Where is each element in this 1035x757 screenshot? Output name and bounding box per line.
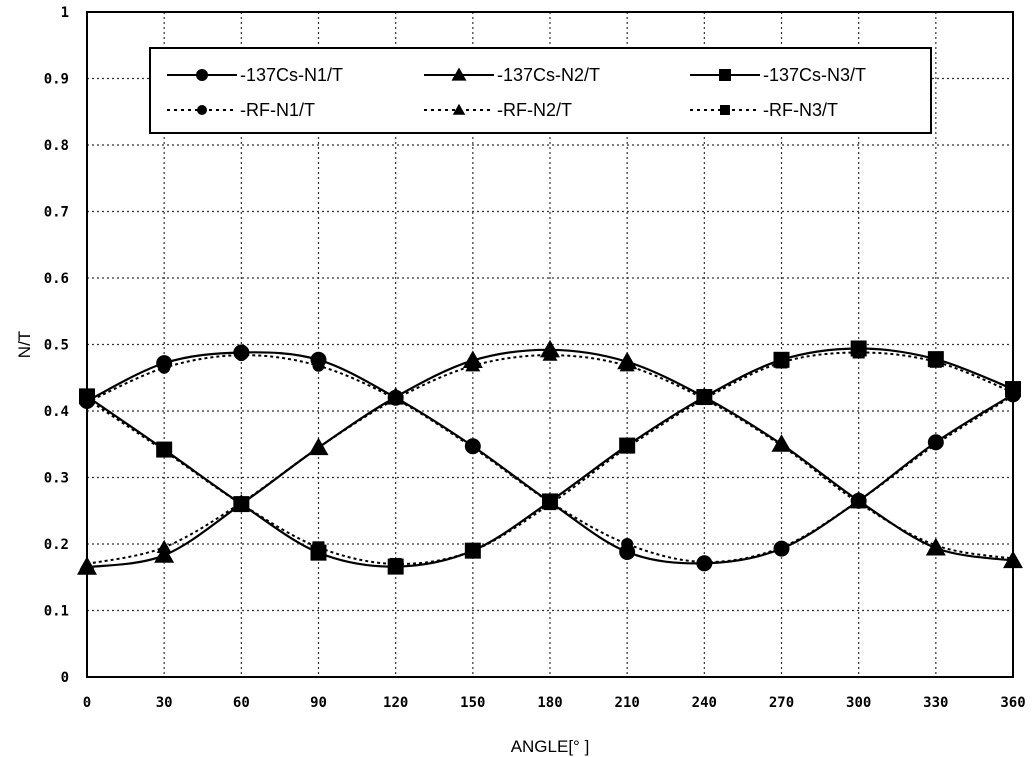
data-point xyxy=(387,558,404,575)
legend-box xyxy=(149,47,932,134)
data-point xyxy=(619,437,636,454)
data-point xyxy=(310,544,327,561)
y-tick-label: 0 xyxy=(61,670,69,686)
data-point xyxy=(771,434,792,452)
data-point xyxy=(848,490,869,509)
data-point xyxy=(850,340,867,357)
legend-marker xyxy=(197,105,207,115)
data-point xyxy=(927,351,944,368)
legend: -137Cs-N1/T -137Cs-N2/T -137Cs-N3/T -RF-N1/… xyxy=(149,47,932,134)
legend-marker xyxy=(720,105,730,115)
x-tick-label: 240 xyxy=(692,695,717,711)
legend-marker xyxy=(452,103,466,115)
x-axis-label: ANGLE[° ] xyxy=(511,737,590,756)
data-point xyxy=(1003,550,1023,569)
legend-label: -RF-N1/T xyxy=(240,100,315,120)
data-point xyxy=(619,543,636,560)
data-point xyxy=(540,339,560,358)
y-tick-label: 0.9 xyxy=(44,72,69,88)
data-point xyxy=(542,493,558,510)
data-point xyxy=(773,351,790,368)
legend-label: -RF-N2/T xyxy=(497,100,572,120)
x-tick-label: 120 xyxy=(383,695,408,711)
data-point xyxy=(233,496,250,513)
y-tick-label: 0.2 xyxy=(44,537,69,553)
data-point xyxy=(696,555,713,572)
data-point xyxy=(927,434,944,451)
data-point xyxy=(156,441,173,458)
legend-label: -137Cs-N3/T xyxy=(763,65,866,85)
legend-label: -137Cs-N2/T xyxy=(497,65,600,85)
x-tick-label: 60 xyxy=(233,695,250,711)
data-point xyxy=(925,537,946,556)
data-point xyxy=(1005,381,1021,398)
data-point xyxy=(156,355,173,372)
data-point xyxy=(773,540,790,557)
x-tick-label: 0 xyxy=(83,695,91,711)
legend-marker xyxy=(451,67,467,81)
data-point xyxy=(696,389,713,406)
y-tick-label: 1 xyxy=(61,5,69,21)
x-tick-label: 150 xyxy=(460,695,485,711)
plot-area xyxy=(86,11,1014,678)
x-tick-label: 360 xyxy=(1000,695,1025,711)
series-layer xyxy=(77,339,1023,575)
legend-marker xyxy=(719,69,731,81)
x-tick-label: 180 xyxy=(537,695,562,711)
x-tick-label: 330 xyxy=(923,695,948,711)
x-tick-label: 300 xyxy=(846,695,871,711)
data-point xyxy=(79,388,95,405)
legend-label: -137Cs-N1/T xyxy=(240,65,343,85)
series-2 xyxy=(79,340,1021,575)
y-tick-label: 0.5 xyxy=(44,338,69,354)
data-point xyxy=(462,350,483,368)
y-tick-label: 0.6 xyxy=(44,271,69,287)
data-point xyxy=(233,344,250,361)
x-tick-label: 270 xyxy=(769,695,794,711)
legend-label: -RF-N3/T xyxy=(763,100,838,120)
x-tick-label: 30 xyxy=(156,695,173,711)
y-tick-label: 0.4 xyxy=(44,404,69,420)
y-axis-label: N/T xyxy=(15,331,34,358)
data-point xyxy=(154,545,175,563)
data-point xyxy=(464,542,481,559)
data-point xyxy=(385,387,406,405)
legend-marker xyxy=(196,69,208,81)
data-point xyxy=(310,351,327,368)
data-point xyxy=(464,438,481,455)
y-tick-label: 0.1 xyxy=(44,604,69,620)
x-tick-label: 210 xyxy=(615,695,640,711)
data-point xyxy=(617,351,638,370)
y-tick-label: 0.3 xyxy=(44,471,69,487)
x-tick-label: 90 xyxy=(310,695,327,711)
y-tick-label: 0.8 xyxy=(44,138,69,154)
y-tick-label: 0.7 xyxy=(44,205,69,221)
data-point xyxy=(308,437,329,456)
tick-labels: 0 30 60 90 120 150 180 210 240 270 300 330 360 0 0.1 0.… xyxy=(44,5,1026,711)
data-point xyxy=(77,557,97,575)
